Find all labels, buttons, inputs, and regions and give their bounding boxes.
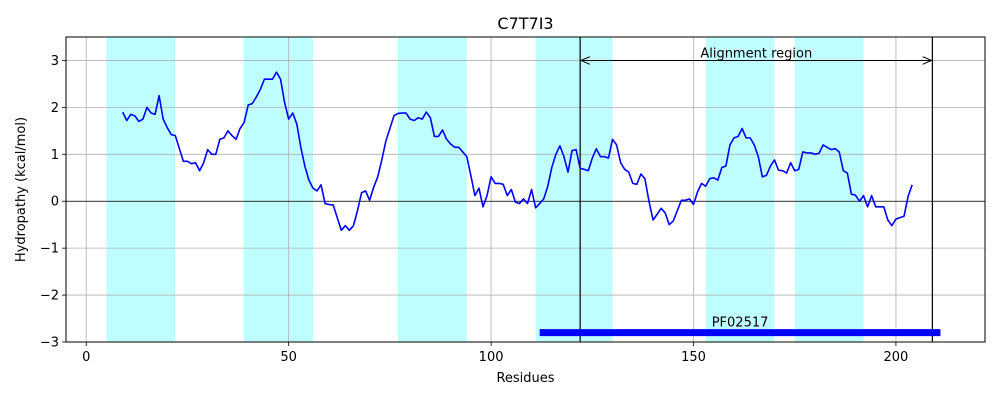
y-tick-label: 2 (51, 101, 59, 116)
x-axis-label: Residues (496, 371, 554, 386)
x-tick-label: 100 (479, 350, 504, 365)
alignment-region-label: Alignment region (700, 46, 812, 61)
x-axis-ticks: 0 50 100 150 200 (82, 342, 908, 365)
plot-area (66, 37, 985, 342)
x-tick-label: 0 (82, 350, 90, 365)
y-tick-label: −3 (40, 336, 59, 351)
x-tick-label: 200 (884, 350, 909, 365)
highlight-band-4 (535, 37, 613, 342)
y-tick-label: 0 (51, 195, 59, 210)
highlight-band-6 (794, 37, 864, 342)
highlight-band-2 (244, 37, 313, 342)
y-tick-label: −2 (40, 289, 59, 304)
y-axis-label: Hydropathy (kcal/mol) (14, 117, 29, 262)
hydropathy-series-line (121, 71, 913, 232)
highlight-band-5 (705, 37, 775, 342)
chart-title: C7T7I3 (497, 14, 553, 33)
highlight-band-1 (106, 37, 176, 342)
pf02517-label: PF02517 (712, 316, 769, 331)
highlight-band-3 (397, 37, 467, 342)
y-tick-label: 1 (51, 148, 59, 163)
y-axis-ticks: −3 −2 −1 0 1 2 3 (40, 54, 66, 351)
x-tick-label: 150 (681, 350, 706, 365)
y-tick-label: −1 (40, 242, 59, 257)
highlight-bands (106, 37, 864, 342)
x-tick-label: 50 (280, 350, 297, 365)
plot-frame (65, 36, 986, 343)
y-tick-label: 3 (51, 54, 59, 69)
